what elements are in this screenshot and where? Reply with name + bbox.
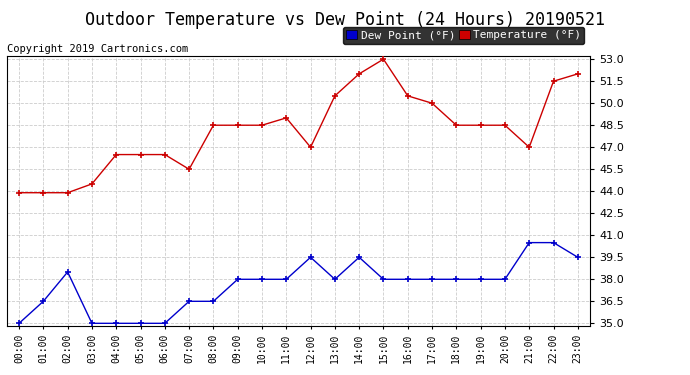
Legend: Dew Point (°F), Temperature (°F): Dew Point (°F), Temperature (°F) <box>343 27 584 44</box>
Text: Outdoor Temperature vs Dew Point (24 Hours) 20190521: Outdoor Temperature vs Dew Point (24 Hou… <box>85 11 605 29</box>
Text: Copyright 2019 Cartronics.com: Copyright 2019 Cartronics.com <box>7 44 188 54</box>
